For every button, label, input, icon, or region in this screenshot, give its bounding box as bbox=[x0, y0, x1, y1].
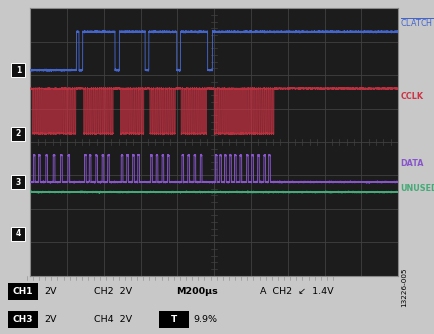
Text: M200μs: M200μs bbox=[176, 288, 217, 296]
Text: CH1: CH1 bbox=[12, 287, 33, 296]
Text: $\overline{\rm CLATCH}$: $\overline{\rm CLATCH}$ bbox=[399, 17, 433, 29]
Bar bbox=[8, 283, 37, 300]
Bar bbox=[11, 127, 25, 141]
Text: CH4  2V: CH4 2V bbox=[94, 316, 132, 324]
Text: DATA: DATA bbox=[399, 159, 423, 168]
Text: CH3: CH3 bbox=[12, 315, 33, 324]
Text: 2V: 2V bbox=[44, 316, 56, 324]
Text: T: T bbox=[170, 315, 177, 324]
Text: A  CH2  ↙  1.4V: A CH2 ↙ 1.4V bbox=[260, 288, 333, 296]
Text: 3: 3 bbox=[16, 178, 21, 186]
Text: 13226-005: 13226-005 bbox=[400, 268, 406, 307]
Text: UNUSED: UNUSED bbox=[399, 184, 434, 192]
Text: 2: 2 bbox=[16, 129, 21, 138]
Bar bbox=[11, 227, 25, 241]
Text: 9.9%: 9.9% bbox=[193, 316, 217, 324]
Text: CH2  2V: CH2 2V bbox=[94, 288, 132, 296]
Text: 1: 1 bbox=[16, 66, 21, 74]
Bar bbox=[158, 311, 188, 328]
Bar bbox=[11, 175, 25, 189]
Text: 2V: 2V bbox=[44, 288, 56, 296]
Text: CCLK: CCLK bbox=[399, 93, 422, 101]
Bar bbox=[11, 63, 25, 77]
Bar bbox=[8, 311, 37, 328]
Text: 4: 4 bbox=[16, 229, 21, 238]
